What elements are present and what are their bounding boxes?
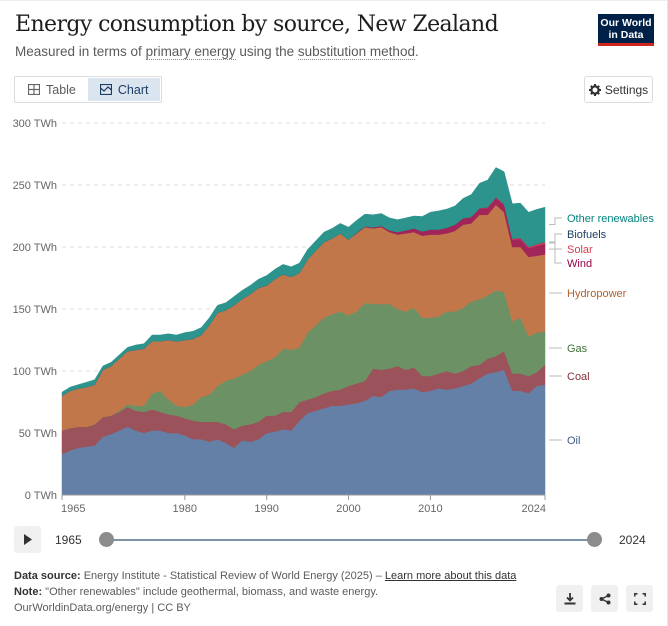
legend-connector [549, 217, 562, 226]
legend-connector [549, 233, 562, 243]
legend-item-biofuels[interactable]: Biofuels [549, 229, 607, 243]
y-tick-label: 150 TWh [13, 304, 57, 316]
legend-label: Gas [567, 343, 588, 355]
subtitle-text: . [414, 44, 419, 59]
legend-label: Biofuels [567, 229, 607, 241]
y-tick-label: 250 TWh [13, 180, 57, 192]
substitution-method-link[interactable]: substitution method [297, 44, 415, 60]
table-icon [28, 84, 40, 95]
x-tick-label: 2000 [336, 503, 360, 515]
settings-button[interactable]: Settings [584, 76, 653, 103]
settings-label: Settings [604, 82, 649, 97]
axes: 0 TWh 50 TWh 100 TWh 150 TWh 200 TWh 250 TWh 3… [13, 118, 546, 515]
legend-item-gas[interactable]: Gas [549, 343, 588, 355]
legend-item-hydropower[interactable]: Hydropower [549, 288, 627, 300]
area-layers [61, 167, 546, 496]
download-button[interactable] [556, 585, 583, 612]
x-tick-label: 2024 [522, 503, 546, 515]
chart-title: Energy consumption by source, New Zealan… [15, 12, 499, 37]
legend-label: Coal [567, 371, 590, 383]
legend-label: Wind [567, 258, 592, 270]
fullscreen-button[interactable] [626, 585, 653, 612]
x-tick-label: 1980 [173, 503, 197, 515]
legend-label: Oil [567, 435, 580, 447]
learn-more-link[interactable]: Learn more about this data [384, 570, 517, 582]
subtitle-text: using the [235, 44, 298, 59]
play-icon [23, 534, 32, 545]
gear-icon [588, 83, 601, 96]
logo-line: in Data [608, 29, 644, 41]
y-tick-label: 50 TWh [19, 428, 57, 440]
subtitle-text: Measured in terms of [15, 44, 146, 59]
tab-label: Chart [117, 82, 149, 97]
x-tick-label: 1990 [254, 503, 278, 515]
x-tick-label: 1965 [61, 503, 85, 515]
legend-label: Other renewables [567, 213, 654, 225]
y-tick-label: 300 TWh [13, 118, 57, 130]
download-icon [564, 592, 575, 604]
timeline: 1965 2024 [0, 525, 668, 555]
tab-chart[interactable]: Chart [87, 78, 161, 101]
tab-label: Table [46, 82, 76, 97]
legend-item-oil[interactable]: Oil [549, 435, 580, 447]
primary-energy-link[interactable]: primary energy [145, 44, 236, 60]
share-icon [599, 593, 610, 604]
legend-item-solar[interactable]: Solar [549, 242, 593, 256]
y-tick-label: 0 TWh [25, 490, 57, 502]
owid-logo[interactable]: Our World in Data [598, 14, 654, 46]
legend: Oil Coal Gas Hydropower Wind Solar Biofuels Oth… [549, 213, 654, 447]
play-button[interactable] [14, 526, 41, 553]
timeline-start-year: 1965 [55, 533, 82, 547]
data-source: Data source: Energy Institute - Statisti… [14, 568, 516, 584]
fullscreen-icon [633, 592, 646, 605]
legend-connector [549, 242, 562, 250]
chart-icon [99, 84, 112, 95]
x-tick-label: 2010 [418, 503, 442, 515]
source-url[interactable]: OurWorldinData.org/energy | CC BY [14, 602, 191, 614]
legend-label: Hydropower [567, 288, 627, 300]
source-text: Energy Institute - Statistical Review of… [80, 570, 385, 582]
logo-line: Our World [600, 17, 652, 29]
tab-table[interactable]: Table [16, 78, 88, 101]
note-text: "Other renewables" include geothermal, b… [42, 586, 379, 598]
note: Note: "Other renewables" include geother… [14, 584, 516, 600]
y-tick-label: 200 TWh [13, 242, 57, 254]
y-tick-label: 100 TWh [13, 366, 57, 378]
share-button[interactable] [591, 585, 618, 612]
note-label: Note: [14, 586, 43, 598]
area-other-renewables[interactable] [61, 167, 546, 397]
source-label: Data source: [14, 570, 81, 582]
timeline-end-year: 2024 [619, 533, 646, 547]
chart-subtitle: Measured in terms of primary energy usin… [15, 44, 419, 60]
action-buttons [556, 585, 653, 612]
timeline-end-handle[interactable] [587, 532, 602, 547]
legend-item-coal[interactable]: Coal [549, 371, 590, 383]
legend-item-wind[interactable]: Wind [549, 248, 592, 270]
timeline-track[interactable] [107, 539, 594, 541]
timeline-start-handle[interactable] [99, 532, 114, 547]
stacked-area-chart: 0 TWh 50 TWh 100 TWh 150 TWh 200 TWh 250 TWh 3… [13, 118, 655, 515]
legend-item-other-renewables[interactable]: Other renewables [549, 213, 654, 226]
legend-label: Solar [567, 244, 593, 256]
view-tabs: Table Chart [14, 76, 163, 103]
legend-connector [549, 248, 562, 264]
footer: Data source: Energy Institute - Statisti… [14, 568, 516, 616]
